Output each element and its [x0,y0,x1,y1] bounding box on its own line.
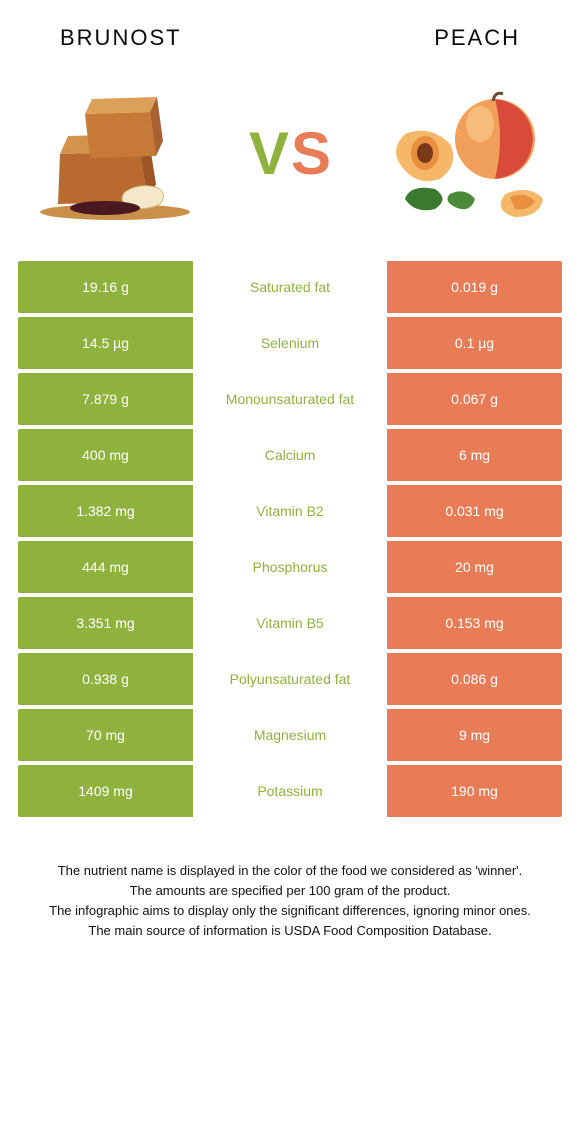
nutrient-label: Polyunsaturated fat [193,653,387,705]
table-row: 3.351 mgVitamin B50.153 mg [18,597,562,649]
table-row: 0.938 gPolyunsaturated fat0.086 g [18,653,562,705]
right-value-cell: 0.019 g [387,261,562,313]
footer-notes: The nutrient name is displayed in the co… [0,821,580,942]
right-value-cell: 20 mg [387,541,562,593]
right-value-cell: 0.086 g [387,653,562,705]
images-row: VS [0,61,580,261]
nutrient-label: Vitamin B5 [193,597,387,649]
nutrient-label: Potassium [193,765,387,817]
right-value-cell: 0.153 mg [387,597,562,649]
left-value-cell: 444 mg [18,541,193,593]
left-value-cell: 3.351 mg [18,597,193,649]
vs-v: V [249,119,289,188]
table-row: 70 mgMagnesium9 mg [18,709,562,761]
table-row: 1409 mgPotassium190 mg [18,765,562,817]
left-value-cell: 70 mg [18,709,193,761]
nutrient-label: Vitamin B2 [193,485,387,537]
left-value-cell: 0.938 g [18,653,193,705]
brunost-image [25,79,205,229]
nutrient-label: Selenium [193,317,387,369]
footer-line-3: The infographic aims to display only the… [30,901,550,921]
peach-image [375,79,555,229]
right-value-cell: 190 mg [387,765,562,817]
vs-label: VS [249,119,331,188]
left-value-cell: 19.16 g [18,261,193,313]
right-value-cell: 9 mg [387,709,562,761]
left-value-cell: 14.5 µg [18,317,193,369]
right-value-cell: 0.1 µg [387,317,562,369]
table-row: 1.382 mgVitamin B20.031 mg [18,485,562,537]
nutrient-label: Saturated fat [193,261,387,313]
vs-s: S [291,119,331,188]
nutrient-label: Magnesium [193,709,387,761]
table-row: 7.879 gMonounsaturated fat0.067 g [18,373,562,425]
right-value-cell: 0.067 g [387,373,562,425]
table-row: 400 mgCalcium6 mg [18,429,562,481]
footer-line-1: The nutrient name is displayed in the co… [30,861,550,881]
nutrient-label: Phosphorus [193,541,387,593]
footer-line-4: The main source of information is USDA F… [30,921,550,941]
right-food-title: PEACH [434,25,520,51]
nutrient-label: Calcium [193,429,387,481]
nutrient-label: Monounsaturated fat [193,373,387,425]
left-value-cell: 400 mg [18,429,193,481]
comparison-table: 19.16 gSaturated fat0.019 g14.5 µgSeleni… [0,261,580,817]
header: BRUNOST PEACH [0,0,580,61]
left-value-cell: 1409 mg [18,765,193,817]
table-row: 14.5 µgSelenium0.1 µg [18,317,562,369]
left-value-cell: 1.382 mg [18,485,193,537]
table-row: 444 mgPhosphorus20 mg [18,541,562,593]
footer-line-2: The amounts are specified per 100 gram o… [30,881,550,901]
right-value-cell: 0.031 mg [387,485,562,537]
left-value-cell: 7.879 g [18,373,193,425]
right-value-cell: 6 mg [387,429,562,481]
table-row: 19.16 gSaturated fat0.019 g [18,261,562,313]
left-food-title: BRUNOST [60,25,182,51]
